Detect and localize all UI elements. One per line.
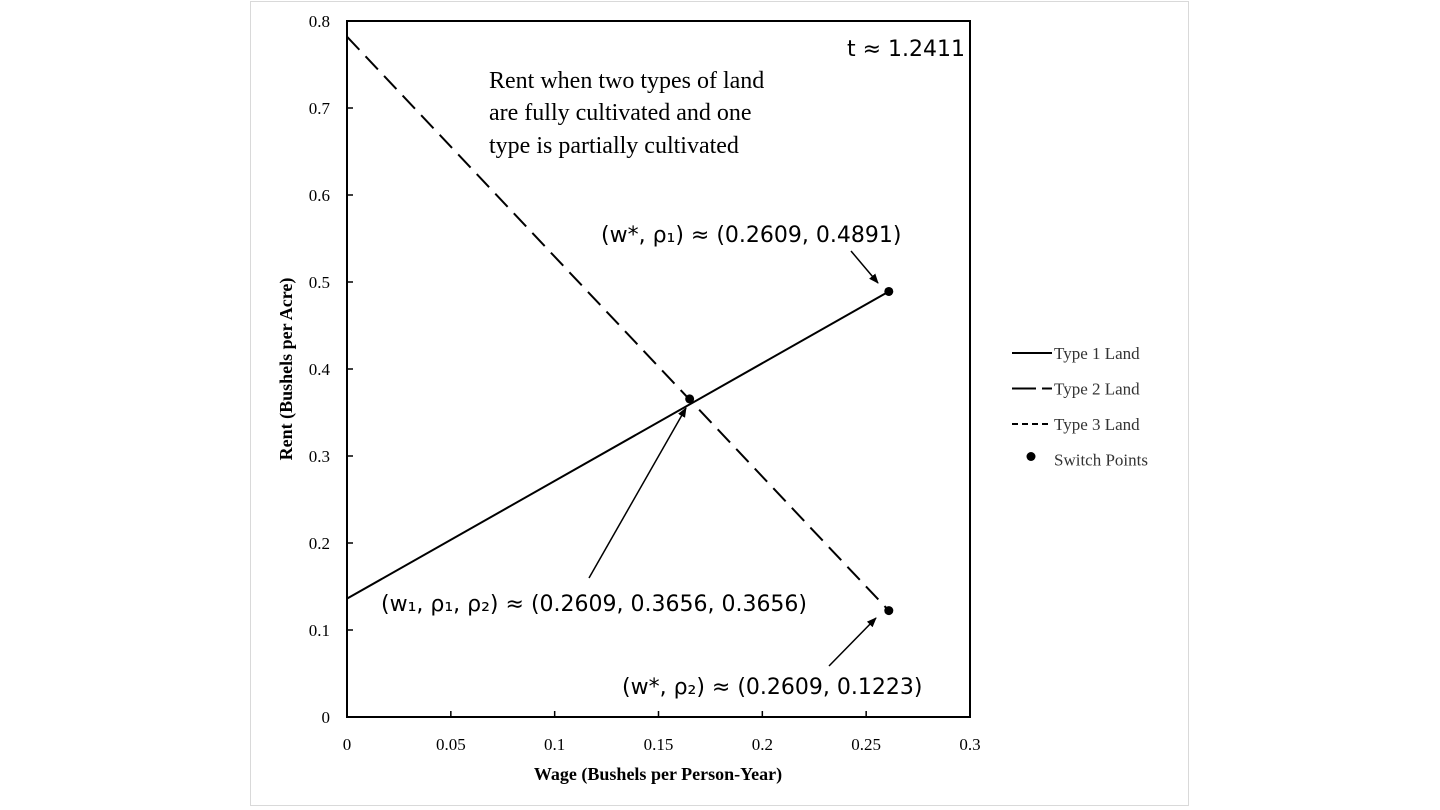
bottom-point-arrow [828,617,877,667]
x-tick-label: 0 [343,735,352,754]
y-tick-label: 0.7 [309,99,331,118]
y-tick-label: 0.6 [309,186,330,205]
description-line-3: type is partially cultivated [489,133,739,159]
x-axis-label: Wage (Bushels per Person-Year) [534,764,782,785]
series-line-type-1-land [346,290,890,600]
middle-point-label: (w₁, ρ₁, ρ₂) ≈ (0.2609, 0.3656, 0.3656) [381,592,807,617]
legend-label-switch-points: Switch Points [1054,451,1148,470]
y-tick-label: 0.4 [309,360,331,379]
switch-point [884,606,894,616]
legend-label-type-3-land: Type 3 Land [1054,415,1140,434]
switch-point [685,394,695,404]
switch-point [884,286,894,296]
y-axis-ticks: 0 0.1 0.2 0.3 0.4 0.5 0.6 0.7 0.8 [309,12,353,727]
x-tick-label: 0.3 [959,735,980,754]
series-group [346,35,890,612]
x-tick-label: 0.15 [644,735,674,754]
y-tick-label: 0.8 [309,12,330,31]
x-tick-label: 0.05 [436,735,466,754]
x-tick-label: 0.1 [544,735,565,754]
x-tick-label: 0.2 [752,735,773,754]
top-point-arrow [850,250,879,284]
description-line-1: Rent when two types of land [489,68,764,94]
switch-points-group [685,286,894,616]
legend: Type 1 Land Type 2 Land Type 3 Land Switch … [1012,344,1148,470]
x-axis-ticks: 0 0.05 0.1 0.15 0.2 0.25 0.3 [343,711,981,754]
series-line-type-2-land [346,35,890,612]
top-point-label: (w*, ρ₁) ≈ (0.2609, 0.4891) [601,223,901,248]
chart-frame [250,1,1189,806]
y-tick-label: 0.3 [309,447,330,466]
bottom-point-label: (w*, ρ₂) ≈ (0.2609, 0.1223) [622,675,922,700]
y-axis-label: Rent (Bushels per Acre) [276,278,297,461]
y-tick-label: 0 [322,708,331,727]
y-tick-label: 0.2 [309,534,330,553]
legend-swatch-switch-points [1026,452,1036,461]
parameter-label: t ≈ 1.2411 [847,37,965,62]
legend-label-type-1-land: Type 1 Land [1054,344,1140,363]
y-tick-label: 0.1 [309,621,330,640]
legend-label-type-2-land: Type 2 Land [1054,380,1140,399]
y-tick-label: 0.5 [309,273,330,292]
description-line-2: are fully cultivated and one [489,100,752,126]
x-tick-label: 0.25 [851,735,881,754]
middle-point-arrow [588,407,687,579]
